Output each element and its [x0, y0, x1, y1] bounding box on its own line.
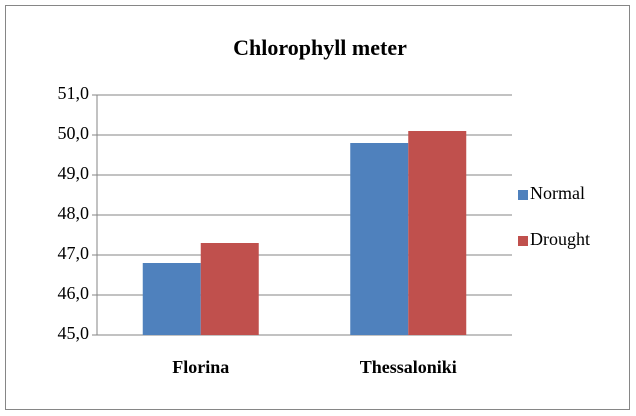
y-tick-label: 46,0	[58, 283, 90, 303]
legend-label: Drought	[530, 229, 590, 249]
bar	[408, 131, 467, 335]
chart-border	[5, 5, 630, 410]
y-tick-label: 51,0	[58, 83, 90, 103]
bar	[350, 143, 409, 335]
y-tick-label: 47,0	[58, 243, 90, 263]
y-tick-label: 50,0	[58, 123, 90, 143]
legend-label: Normal	[530, 183, 585, 203]
y-tick-label: 49,0	[58, 163, 90, 183]
bar	[200, 243, 259, 335]
y-tick-label: 48,0	[58, 203, 90, 223]
bar	[142, 263, 201, 335]
x-tick-label: Thessaloniki	[360, 357, 457, 377]
x-tick-label: Florina	[172, 357, 229, 377]
y-tick-label: 45,0	[58, 323, 90, 343]
legend-swatch	[518, 236, 528, 246]
legend-swatch	[518, 190, 528, 200]
chart-title: Chlorophyll meter	[233, 35, 407, 60]
